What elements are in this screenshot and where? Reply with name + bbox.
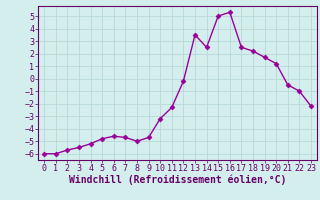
X-axis label: Windchill (Refroidissement éolien,°C): Windchill (Refroidissement éolien,°C) bbox=[69, 175, 286, 185]
